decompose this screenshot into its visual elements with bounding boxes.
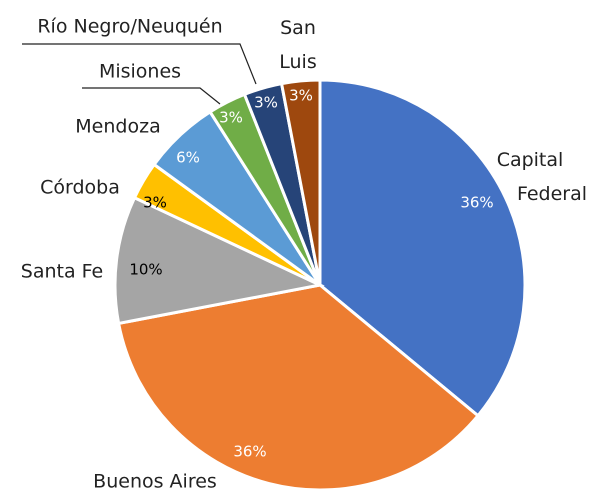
value-label: 3% [143, 194, 167, 212]
category-label: Mendoza [75, 116, 160, 138]
value-label: 3% [254, 94, 278, 112]
leader-line [82, 87, 221, 105]
category-label: Santa Fe [21, 261, 103, 283]
value-label: 10% [129, 261, 162, 279]
category-label: Misiones [99, 61, 181, 83]
pie-slice [318, 78, 527, 418]
leader-line [22, 43, 257, 85]
value-label: 36% [460, 194, 493, 212]
pie-slice [113, 195, 325, 326]
value-label: 36% [233, 443, 266, 461]
pie-slice [116, 283, 481, 492]
value-label: 3% [219, 109, 243, 127]
category-label: Córdoba [40, 177, 120, 199]
category-label: Buenos Aires [93, 471, 217, 493]
pie-slice [279, 78, 322, 286]
category-label: San Luis [279, 17, 316, 73]
leader-lines [22, 43, 257, 105]
value-label: 3% [289, 87, 313, 105]
value-label: 6% [176, 149, 200, 167]
category-label: Capital Federal [497, 149, 587, 205]
category-label: Río Negro/Neuquén [37, 16, 222, 38]
